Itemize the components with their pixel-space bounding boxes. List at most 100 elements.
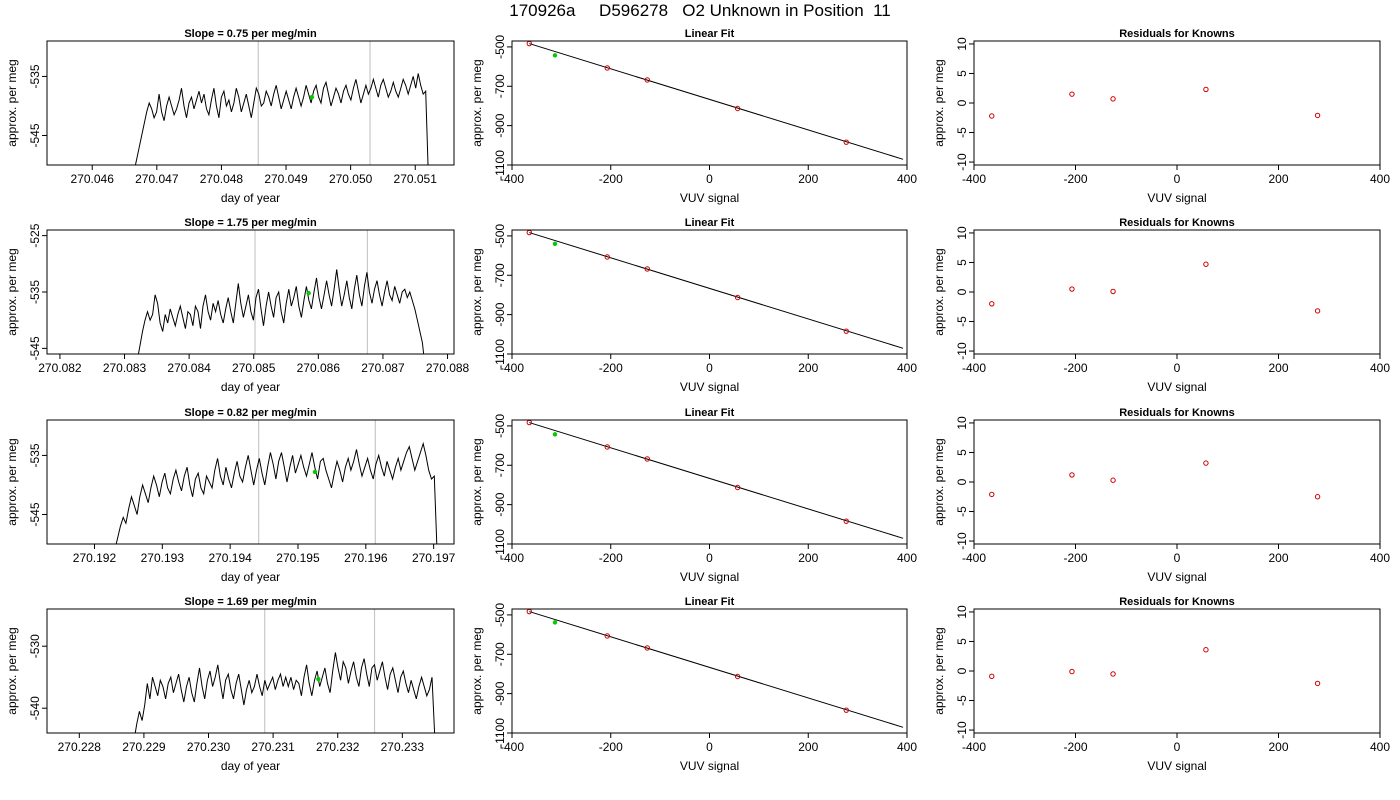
plot-data bbox=[526, 609, 904, 728]
plot-frame bbox=[46, 40, 455, 166]
x-tick-label: 270.051 bbox=[394, 172, 438, 186]
x-tick-label: 200 bbox=[1268, 172, 1288, 186]
plot-title: Slope = 1.69 per meg/min bbox=[184, 596, 317, 608]
x-axis-label: day of year bbox=[221, 570, 280, 584]
residual-point bbox=[1110, 671, 1116, 677]
x-tick-label: 400 bbox=[897, 551, 917, 565]
x-tick-label: 270.046 bbox=[71, 172, 115, 186]
plot-panel-residuals-1: Residuals for Knowns -400 -200 0 200 400 10 5 0 -… bbox=[932, 28, 1390, 205]
reference-point bbox=[552, 241, 558, 246]
y-tick-label: 0 bbox=[955, 667, 969, 674]
y-tick-label: -10 bbox=[955, 153, 969, 171]
plot-frame bbox=[511, 419, 908, 545]
x-tick-label: 400 bbox=[1370, 361, 1390, 375]
y-tick-label: -545 bbox=[28, 502, 42, 526]
x-tick-label: 270.195 bbox=[276, 551, 320, 565]
x-tick-label: -400 bbox=[962, 740, 986, 754]
x-tick-label: -200 bbox=[1063, 740, 1087, 754]
y-tick-label: -900 bbox=[493, 302, 507, 326]
x-tick-label: 200 bbox=[798, 361, 818, 375]
y-tick-label: -700 bbox=[493, 453, 507, 477]
plot-frame bbox=[973, 608, 1381, 734]
y-axis-label: approx. per meg bbox=[932, 248, 946, 335]
signal-trace bbox=[134, 652, 436, 733]
x-tick-label: 200 bbox=[798, 551, 818, 565]
x-axis-label: VUV signal bbox=[680, 759, 739, 773]
fit-line bbox=[529, 232, 904, 349]
plot-data bbox=[989, 261, 1321, 314]
y-tick-label: -5 bbox=[955, 127, 969, 138]
plot-panel-trace-2: Slope = 1.75 per meg/min 270.082 270.083 27… bbox=[5, 217, 470, 394]
residual-point bbox=[989, 673, 995, 680]
reference-point bbox=[306, 290, 311, 296]
y-tick-label: -1100 bbox=[493, 529, 507, 559]
residual-point bbox=[1110, 477, 1116, 483]
y-axis-label: approx. per meg bbox=[470, 627, 484, 714]
known-point bbox=[604, 444, 610, 450]
y-tick-label: 5 bbox=[955, 259, 969, 266]
x-axis-label: VUV signal bbox=[680, 191, 739, 205]
y-tick-label: -500 bbox=[493, 603, 507, 627]
plot-panel-fit-1: Linear Fit -400 -200 0 200 400 -500 -700 -900 -11… bbox=[470, 28, 917, 205]
reference-point bbox=[309, 94, 315, 100]
y-tick-label: 10 bbox=[955, 226, 969, 240]
fit-line bbox=[529, 611, 904, 728]
residual-point bbox=[1314, 308, 1321, 314]
y-tick-label: -500 bbox=[493, 224, 507, 248]
x-tick-label: 0 bbox=[1174, 361, 1181, 375]
plot-data bbox=[989, 647, 1321, 687]
known-point bbox=[604, 254, 610, 260]
plot-data bbox=[134, 41, 429, 165]
x-tick-label: 0 bbox=[706, 361, 713, 375]
plot-data bbox=[526, 420, 904, 539]
residual-point bbox=[1203, 647, 1209, 653]
x-tick-label: 270.197 bbox=[412, 551, 456, 565]
reference-point bbox=[552, 432, 558, 437]
residual-point bbox=[1314, 494, 1321, 500]
y-tick-label: 5 bbox=[955, 449, 969, 456]
x-tick-label: 270.192 bbox=[73, 551, 117, 565]
residual-point bbox=[1069, 668, 1075, 675]
y-tick-label: -535 bbox=[28, 443, 42, 467]
plot-data bbox=[526, 230, 904, 349]
x-tick-label: -200 bbox=[1063, 551, 1087, 565]
y-tick-label: -5 bbox=[955, 506, 969, 517]
y-axis-label: approx. per meg bbox=[5, 248, 19, 335]
plot-title: Residuals for Knowns bbox=[1119, 596, 1235, 608]
x-tick-label: 0 bbox=[706, 551, 713, 565]
signal-trace bbox=[137, 269, 425, 354]
known-point bbox=[734, 105, 741, 112]
x-tick-label: 270.232 bbox=[316, 740, 360, 754]
residual-point bbox=[1069, 91, 1075, 97]
page-title: 170926a D596278 O2 Unknown in Position 1… bbox=[509, 1, 891, 20]
y-tick-label: -500 bbox=[493, 35, 507, 59]
y-tick-label: -530 bbox=[28, 634, 42, 658]
x-tick-label: -400 bbox=[962, 172, 986, 186]
y-tick-label: -700 bbox=[493, 263, 507, 287]
y-axis-label: approx. per meg bbox=[470, 248, 484, 335]
x-tick-label: 270.084 bbox=[167, 361, 211, 375]
x-tick-label: 270.087 bbox=[361, 361, 405, 375]
x-tick-label: 270.229 bbox=[122, 740, 166, 754]
known-point bbox=[734, 294, 741, 301]
y-tick-label: -535 bbox=[28, 280, 42, 304]
y-axis-label: approx. per meg bbox=[470, 438, 484, 525]
plot-title: Slope = 0.75 per meg/min bbox=[184, 28, 317, 40]
y-tick-label: -5 bbox=[955, 695, 969, 706]
x-tick-label: 270.231 bbox=[251, 740, 295, 754]
reference-point bbox=[316, 676, 321, 682]
y-axis-label: approx. per meg bbox=[932, 438, 946, 525]
y-tick-label: -700 bbox=[493, 74, 507, 98]
x-tick-label: 200 bbox=[798, 172, 818, 186]
x-tick-label: -400 bbox=[962, 361, 986, 375]
plot-title: Linear Fit bbox=[685, 28, 735, 40]
plot-frame bbox=[973, 229, 1381, 355]
known-point bbox=[843, 139, 849, 145]
plot-title: Residuals for Knowns bbox=[1119, 407, 1235, 419]
plot-frame bbox=[973, 40, 1381, 166]
x-tick-label: -400 bbox=[500, 740, 524, 754]
y-tick-label: -525 bbox=[28, 223, 42, 247]
plot-title: Linear Fit bbox=[685, 407, 735, 419]
x-tick-label: 270.086 bbox=[297, 361, 341, 375]
reference-point bbox=[552, 53, 558, 58]
